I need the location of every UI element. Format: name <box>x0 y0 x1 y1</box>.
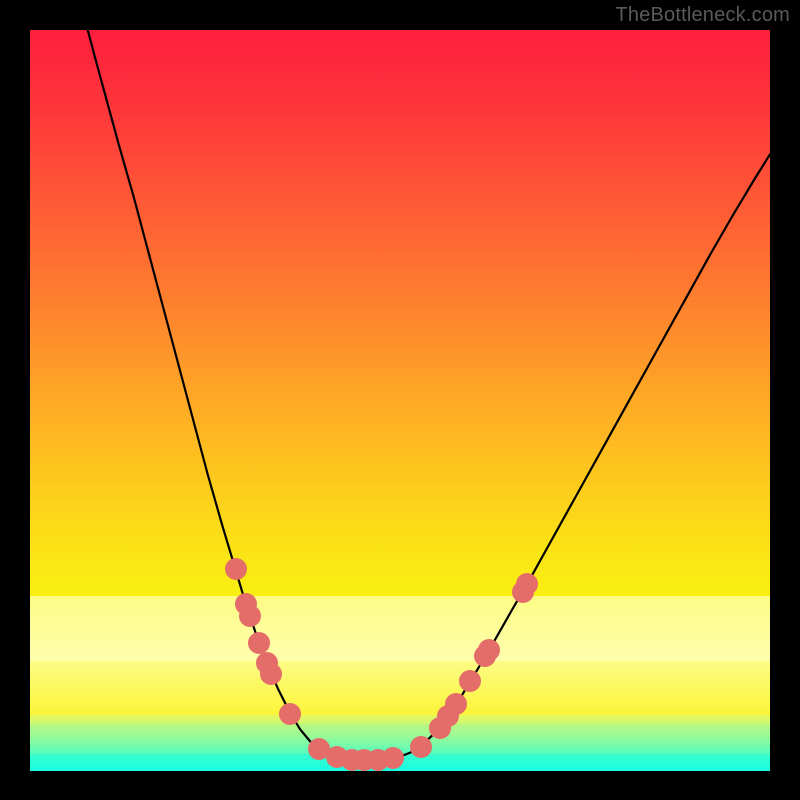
v-curve <box>88 30 770 760</box>
curve-marker <box>445 693 467 715</box>
curve-marker <box>239 605 261 627</box>
curve-marker <box>260 663 282 685</box>
plot-area <box>30 30 770 770</box>
watermark-text: TheBottleneck.com <box>615 4 790 27</box>
curve-marker <box>382 747 404 769</box>
curve-marker <box>459 670 481 692</box>
curve-marker <box>279 703 301 725</box>
curve-marker <box>248 632 270 654</box>
curve-marker <box>516 573 538 595</box>
curve-svg <box>30 30 770 770</box>
curve-marker <box>478 639 500 661</box>
curve-marker <box>410 736 432 758</box>
curve-marker <box>225 558 247 580</box>
